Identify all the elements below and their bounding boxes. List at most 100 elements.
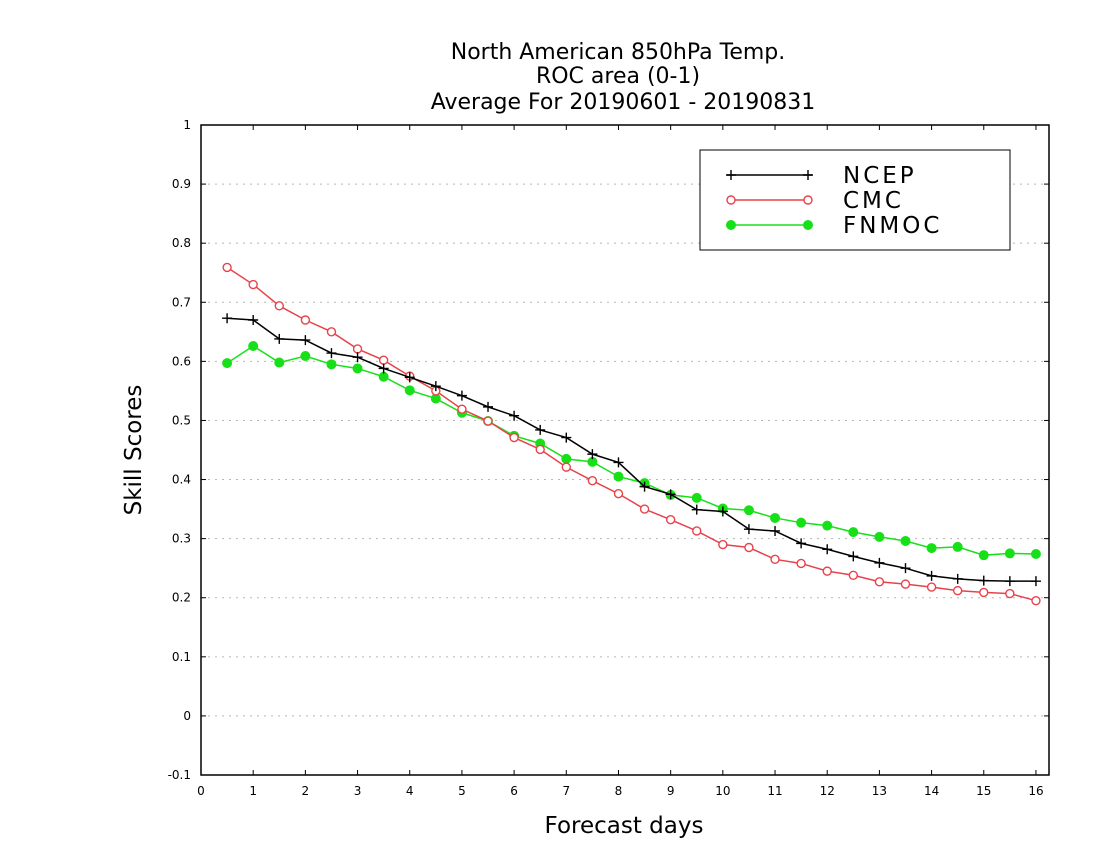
x-tick-label: 16 xyxy=(1028,784,1043,798)
legend-label-ncep: NCEP xyxy=(843,163,917,189)
data-point-fnmoc xyxy=(300,351,311,362)
y-tick-label: 0.4 xyxy=(172,473,191,487)
data-point-fnmoc xyxy=(1030,549,1041,559)
data-point-cmc xyxy=(665,515,676,525)
data-point-ncep xyxy=(665,489,676,500)
legend-item-cmc: CMC xyxy=(726,188,904,214)
data-point-cmc xyxy=(848,570,859,580)
x-tick-label: 13 xyxy=(872,784,887,798)
data-point-fnmoc xyxy=(691,492,702,503)
data-point-cmc xyxy=(770,554,780,565)
data-point-ncep xyxy=(222,313,233,324)
legend-marker-ncep xyxy=(803,170,813,180)
legend-marker-cmc xyxy=(803,195,813,205)
data-point-ncep xyxy=(926,570,937,581)
legend-label-cmc: CMC xyxy=(843,188,904,214)
x-tick-label: 10 xyxy=(715,784,730,798)
data-point-ncep xyxy=(613,457,624,468)
data-point-ncep xyxy=(378,363,389,374)
x-tick-label: 3 xyxy=(354,784,362,798)
data-point-cmc xyxy=(561,462,571,472)
data-point-fnmoc xyxy=(274,357,285,368)
data-point-ncep xyxy=(430,381,441,392)
plot-frame xyxy=(200,124,1050,776)
data-point-cmc xyxy=(900,579,911,589)
data-point-cmc xyxy=(744,542,754,553)
data-point-ncep xyxy=(1030,576,1041,587)
data-point-ncep xyxy=(796,538,807,549)
x-tick-label: 15 xyxy=(976,784,991,798)
data-point-ncep xyxy=(587,449,598,460)
series-line-ncep xyxy=(227,317,1036,582)
data-point-cmc xyxy=(822,566,832,576)
data-point-fnmoc xyxy=(926,543,937,554)
series-group xyxy=(222,262,1041,606)
x-tick-label: 11 xyxy=(767,784,782,798)
data-point-cmc xyxy=(796,558,806,569)
data-point-ncep xyxy=(639,481,650,492)
grid xyxy=(201,183,1049,717)
data-point-fnmoc xyxy=(978,550,989,561)
series-cmc xyxy=(222,262,1041,606)
data-point-ncep xyxy=(952,573,963,584)
data-point-cmc xyxy=(274,301,284,311)
legend-label-fnmoc: FNMOC xyxy=(843,213,942,239)
legend-marker-fnmoc xyxy=(803,220,813,230)
data-point-ncep xyxy=(848,551,859,562)
data-point-fnmoc xyxy=(770,512,781,523)
y-tick-label: 0.3 xyxy=(172,532,191,546)
data-point-ncep xyxy=(274,333,285,344)
y-tick-label: 0.6 xyxy=(172,354,191,368)
data-point-ncep xyxy=(743,524,754,535)
data-point-ncep xyxy=(404,372,415,383)
data-point-ncep xyxy=(691,504,702,515)
legend-item-ncep: NCEP xyxy=(726,163,917,189)
x-axis-title: Forecast days xyxy=(545,813,704,839)
data-point-cmc xyxy=(718,539,728,550)
data-point-cmc xyxy=(222,262,232,273)
data-point-cmc xyxy=(587,476,598,486)
x-tick-label: 6 xyxy=(510,784,518,798)
data-point-cmc xyxy=(300,315,311,325)
x-tick-label: 7 xyxy=(562,784,570,798)
data-point-ncep xyxy=(1004,576,1015,587)
data-point-ncep xyxy=(874,557,885,568)
legend-marker-cmc xyxy=(726,195,736,205)
data-point-cmc xyxy=(483,416,493,426)
data-point-fnmoc xyxy=(1004,548,1015,559)
data-point-ncep xyxy=(300,335,311,346)
data-point-cmc xyxy=(874,577,885,587)
data-point-ncep xyxy=(483,401,494,412)
y-tick-label: 0.2 xyxy=(172,591,191,605)
data-point-fnmoc xyxy=(613,471,624,482)
y-tick-label: 0.7 xyxy=(172,295,191,309)
data-point-ncep xyxy=(900,563,911,574)
x-tick-label: 9 xyxy=(667,784,675,798)
data-point-ncep xyxy=(717,506,728,517)
axis-ticks: -0.100.10.20.30.40.50.60.70.80.910 1 2 3 4 5 6… xyxy=(168,118,1049,798)
data-point-cmc xyxy=(639,504,650,514)
chart-title-line-1: North American 850hPa Temp. xyxy=(451,40,786,65)
y-axis-title: Skill Scores xyxy=(121,385,147,516)
data-point-fnmoc xyxy=(248,341,259,351)
data-point-ncep xyxy=(509,410,520,421)
data-point-fnmoc xyxy=(352,363,363,374)
data-point-cmc xyxy=(378,355,389,365)
data-point-fnmoc xyxy=(378,371,389,382)
data-point-cmc xyxy=(613,489,624,499)
data-point-ncep xyxy=(822,544,833,555)
data-point-ncep xyxy=(978,575,989,586)
legend-item-fnmoc: FNMOC xyxy=(726,213,942,239)
x-tick-label: 0 xyxy=(197,784,205,798)
y-tick-label: 1 xyxy=(183,118,191,132)
y-tick-label: 0.8 xyxy=(172,236,191,250)
data-point-cmc xyxy=(692,526,702,536)
data-point-ncep xyxy=(352,352,363,363)
data-point-cmc xyxy=(952,585,963,596)
legend-marker-ncep xyxy=(726,170,736,180)
data-point-ncep xyxy=(770,525,781,536)
y-tick-label: 0.9 xyxy=(172,177,191,191)
x-tick-label: 12 xyxy=(820,784,835,798)
